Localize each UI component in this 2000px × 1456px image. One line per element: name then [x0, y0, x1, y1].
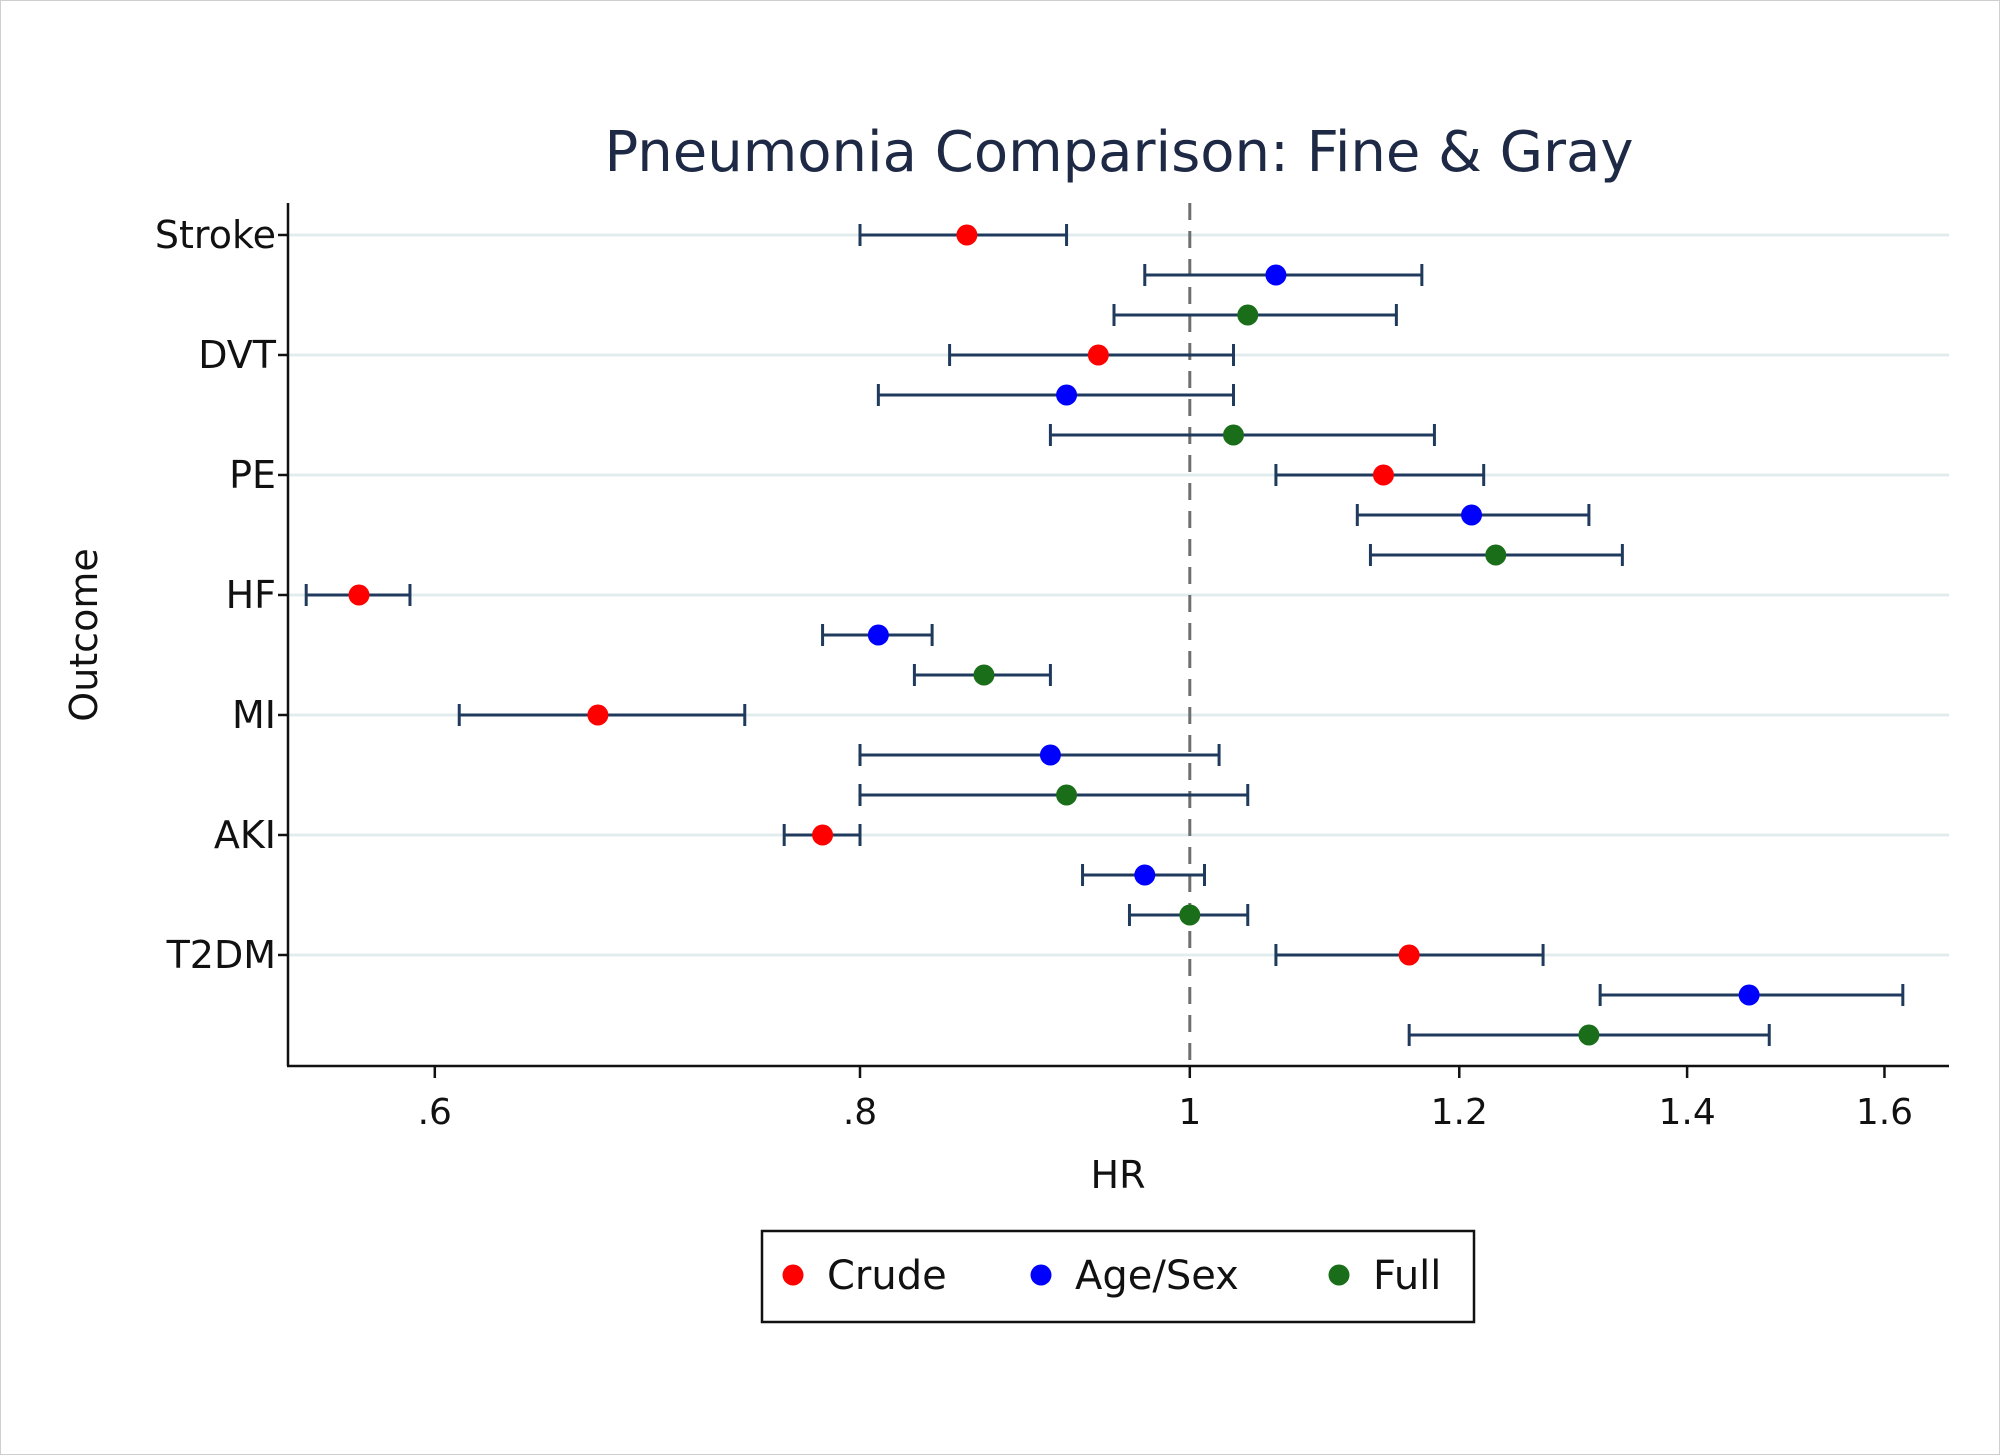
legend: Crude Age/Sex Full: [760, 1229, 1476, 1324]
legend-marker-age-sex: [1030, 1264, 1052, 1286]
point-age-sex-pe: [1461, 504, 1483, 526]
y-axis-ticks: Stroke DVT PE HF MI AKI T2DM: [155, 213, 288, 977]
point-full-t2dm: [1578, 1024, 1600, 1046]
point-full-aki: [1179, 904, 1201, 926]
legend-label-crude: Crude: [827, 1253, 947, 1299]
estimate-points: [348, 224, 1760, 1046]
y-tick-label-stroke: Stroke: [155, 213, 276, 257]
x-axis-ticks: .6 .8 1 1.2 1.4 1.6: [418, 1066, 1913, 1133]
x-tick-label: 1.2: [1431, 1092, 1488, 1133]
y-tick-label-aki: AKI: [214, 813, 276, 857]
y-tick-label-dvt: DVT: [198, 333, 277, 377]
point-full-mi: [1056, 784, 1078, 806]
x-tick-label: .8: [843, 1092, 877, 1133]
legend-marker-full: [1328, 1264, 1350, 1286]
x-tick-label: 1: [1178, 1092, 1201, 1133]
legend-label-full: Full: [1373, 1253, 1441, 1299]
point-crude-aki: [812, 824, 834, 846]
point-age-sex-hf: [867, 624, 889, 646]
y-tick-label-t2dm: T2DM: [166, 933, 276, 977]
y-tick-label-mi: MI: [232, 693, 276, 737]
chart-title: Pneumonia Comparison: Fine & Gray: [605, 120, 1634, 185]
legend-marker-crude: [782, 1264, 804, 1286]
point-age-sex-t2dm: [1738, 984, 1760, 1006]
point-crude-pe: [1372, 464, 1394, 486]
x-tick-label: 1.6: [1856, 1092, 1913, 1133]
legend-items: Crude Age/Sex Full: [782, 1253, 1441, 1299]
point-age-sex-stroke: [1265, 264, 1287, 286]
point-full-pe: [1485, 544, 1507, 566]
y-tick-label-pe: PE: [229, 453, 276, 497]
point-crude-dvt: [1087, 344, 1109, 366]
x-tick-label: .6: [418, 1092, 452, 1133]
point-full-hf: [973, 664, 995, 686]
x-tick-label: 1.4: [1658, 1092, 1715, 1133]
point-crude-hf: [348, 584, 370, 606]
y-axis-label: Outcome: [62, 548, 106, 721]
grid-lines: [288, 233, 1949, 957]
point-age-sex-dvt: [1056, 384, 1078, 406]
x-axis-label: HR: [1091, 1153, 1146, 1197]
point-full-dvt: [1222, 424, 1244, 446]
point-crude-t2dm: [1398, 944, 1420, 966]
y-tick-label-hf: HF: [226, 573, 276, 617]
point-age-sex-mi: [1039, 744, 1061, 766]
point-crude-stroke: [956, 224, 978, 246]
point-crude-mi: [587, 704, 609, 726]
point-age-sex-aki: [1134, 864, 1156, 886]
legend-label-age-sex: Age/Sex: [1075, 1253, 1239, 1299]
point-full-stroke: [1237, 304, 1259, 326]
legend-box: [760, 1229, 1476, 1324]
